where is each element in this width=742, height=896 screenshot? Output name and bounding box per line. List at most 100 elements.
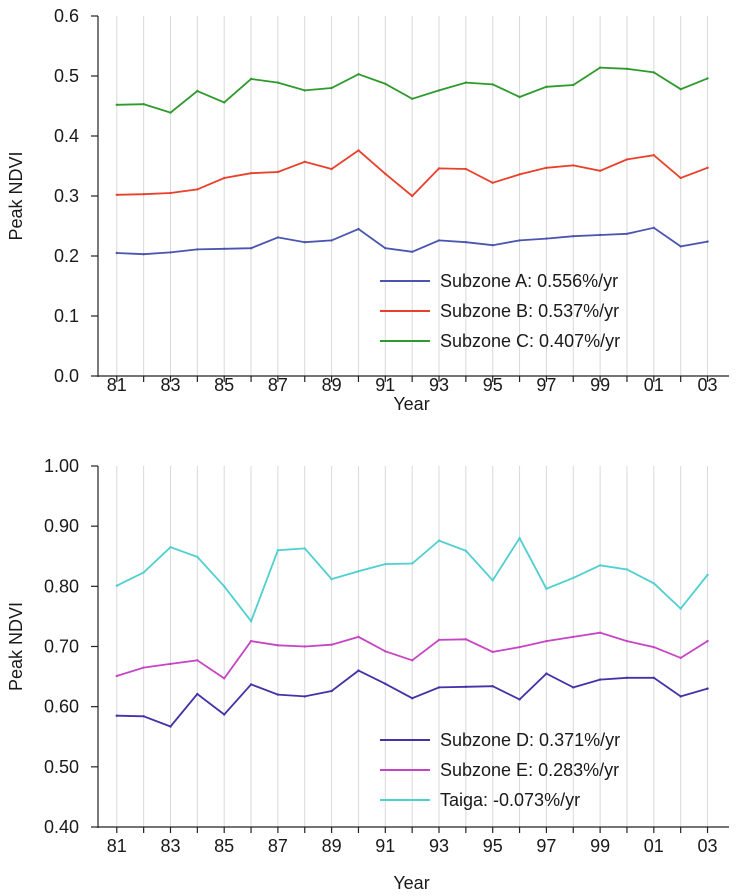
x-axis-title: Year (393, 873, 429, 893)
data-point (410, 659, 414, 662)
data-point (276, 644, 280, 647)
data-point (598, 678, 602, 681)
y-tick-label: 0.2 (54, 246, 79, 266)
data-point (706, 687, 709, 690)
data-point (142, 571, 145, 574)
y-tick-label: 0.60 (44, 697, 79, 717)
data-point (357, 227, 360, 231)
data-point (652, 676, 656, 679)
y-tick-label: 0.3 (54, 186, 79, 206)
x-tick-label: 01 (644, 836, 664, 856)
data-point (142, 666, 145, 669)
data-point (625, 568, 629, 571)
data-point (598, 564, 602, 567)
x-tick-label: 95 (483, 836, 503, 856)
data-point (330, 239, 333, 242)
data-point (545, 85, 548, 89)
data-point (598, 631, 602, 634)
data-point (437, 539, 441, 542)
legend: Subzone A: 0.556%/yr Subzone B: 0.537%/yr… (380, 271, 620, 351)
data-point (464, 167, 468, 171)
data-point (491, 83, 494, 86)
data-point (330, 689, 333, 693)
data-point (545, 587, 548, 590)
data-point (491, 181, 494, 184)
data-point (679, 245, 682, 248)
data-point (196, 659, 199, 662)
data-point (598, 169, 602, 172)
data-point (142, 253, 145, 256)
data-point (276, 170, 280, 174)
data-point (196, 248, 199, 251)
data-point (384, 247, 387, 250)
data-point (464, 81, 468, 84)
data-point (330, 643, 333, 646)
data-point (491, 650, 494, 654)
data-point (384, 682, 387, 686)
x-tick-label: 95 (483, 375, 503, 395)
data-point (679, 88, 682, 91)
data-point (115, 674, 118, 678)
data-point (169, 111, 172, 114)
data-point (357, 570, 360, 573)
legend-label: Subzone A: 0.556%/yr (440, 271, 618, 291)
x-tick-label: 81 (107, 375, 127, 395)
data-point (169, 725, 172, 728)
x-tick-label: 85 (214, 375, 234, 395)
x-tick-label: 99 (590, 375, 610, 395)
data-point (303, 547, 306, 550)
data-point (572, 635, 575, 639)
data-point (518, 537, 521, 540)
data-point (625, 67, 629, 71)
data-point (518, 173, 521, 176)
data-point (437, 686, 441, 689)
data-point (625, 232, 629, 235)
chart-top: 0.0 0.1 0.2 0.3 0.4 0.5 0.6 81 83 85 87 89 91 93 95 97 9… (6, 6, 729, 414)
data-point (357, 669, 360, 672)
data-point (464, 638, 468, 641)
data-point (625, 676, 629, 679)
y-tick-label: 1.00 (44, 456, 79, 476)
legend-label: Subzone D: 0.371%/yr (440, 730, 620, 750)
data-point (303, 241, 306, 244)
y-tick-label: 0.4 (54, 126, 79, 146)
x-tick-label: 83 (160, 375, 180, 395)
legend-label: Subzone C: 0.407%/yr (440, 331, 620, 351)
data-point (410, 97, 414, 101)
y-tick-label: 0.80 (44, 576, 79, 596)
data-point (249, 77, 253, 81)
data-point (464, 685, 468, 689)
data-point (223, 677, 226, 680)
y-tick-label: 0.1 (54, 306, 79, 326)
data-point (223, 176, 226, 180)
x-tick-label: 97 (536, 375, 556, 395)
data-point (437, 89, 441, 92)
data-point (223, 713, 226, 716)
data-point (545, 639, 548, 643)
data-point (545, 237, 548, 240)
data-point (652, 582, 656, 585)
data-point (598, 66, 602, 69)
x-axis-title: Year (393, 394, 429, 414)
data-point (357, 149, 360, 152)
data-point (491, 244, 494, 247)
data-point (410, 250, 414, 253)
data-point (223, 101, 226, 104)
y-axis-title: Peak NDVI (6, 151, 26, 240)
data-point (303, 160, 306, 163)
data-point (249, 683, 253, 686)
data-point (545, 672, 548, 675)
y-tick-label: 0.50 (44, 757, 79, 777)
data-point (598, 233, 602, 237)
data-point (330, 167, 333, 171)
data-point (357, 635, 360, 639)
data-point (437, 638, 441, 642)
x-tick-label: 91 (375, 836, 395, 856)
x-tick-label: 99 (590, 836, 610, 856)
data-point (652, 226, 656, 229)
data-point (303, 645, 306, 648)
data-point (437, 167, 441, 170)
data-point (330, 577, 333, 581)
data-point (115, 251, 118, 255)
data-point (410, 194, 414, 198)
